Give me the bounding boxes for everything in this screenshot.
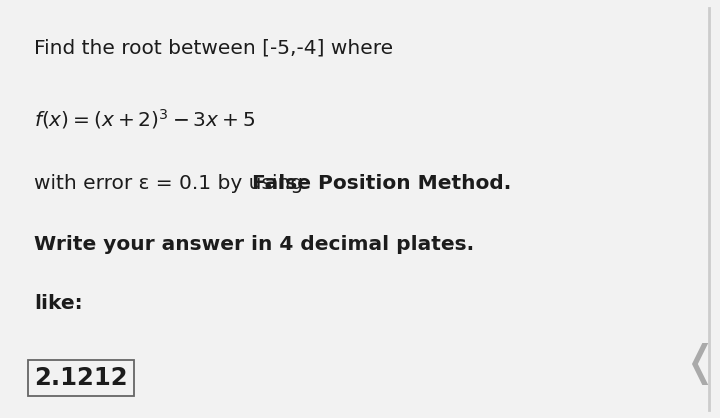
Text: Write your answer in 4 decimal plates.: Write your answer in 4 decimal plates.	[34, 235, 474, 254]
Text: with error ε = 0.1 by using: with error ε = 0.1 by using	[34, 174, 310, 194]
Text: like:: like:	[34, 293, 83, 313]
Text: 2.1212: 2.1212	[34, 366, 127, 390]
Text: False Position Method.: False Position Method.	[251, 174, 510, 194]
Text: Find the root between [-5,-4] where: Find the root between [-5,-4] where	[34, 38, 393, 58]
Text: $f(x) = (x + 2)^3 - 3x + 5$: $f(x) = (x + 2)^3 - 3x + 5$	[34, 107, 255, 131]
Text: ❬: ❬	[683, 343, 717, 385]
